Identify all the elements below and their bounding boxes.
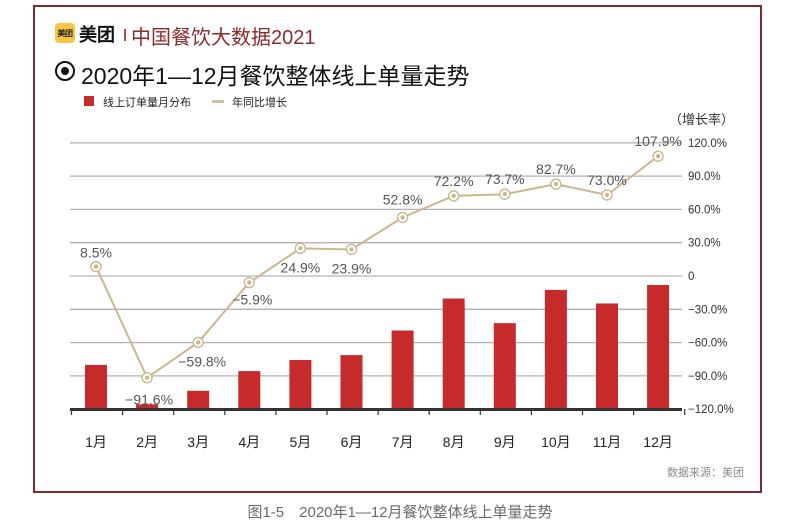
bar-5 (289, 360, 312, 408)
x-tick-label: 5月 (290, 434, 312, 450)
data-label: 82.7% (536, 161, 576, 177)
data-label: 72.2% (434, 173, 474, 189)
bar-9 (493, 323, 516, 408)
growth-marker-dot (93, 264, 99, 269)
legend-label-orders: 线上订单量月分布 (103, 97, 191, 109)
y2-tick-label: −90.0% (688, 371, 727, 383)
bar-12 (647, 285, 670, 408)
header-divider (124, 29, 126, 41)
data-source: 数据来源：美团 (667, 467, 744, 479)
radio-dot-icon (55, 61, 75, 81)
figure-caption: 图1-5 2020年1—12月餐饮整体线上单量走势 (247, 504, 553, 521)
growth-marker-dot (247, 280, 252, 285)
bar-7 (391, 330, 414, 408)
figure-frame (33, 5, 762, 493)
bar-6 (340, 355, 363, 408)
legend-label-growth: 年同比增长 (232, 97, 287, 109)
y2-axis-title: （增长率） (669, 112, 734, 127)
data-label: 23.9% (332, 260, 372, 276)
bar-2 (136, 404, 159, 408)
bar-10 (544, 289, 567, 408)
data-label: 73.7% (485, 171, 525, 187)
growth-marker-dot (502, 191, 507, 197)
bar-3 (187, 390, 210, 408)
x-tick-label: 2月 (136, 434, 158, 450)
data-label: −59.8% (178, 353, 226, 369)
x-tick-label: 4月 (238, 434, 260, 450)
y2-tick-label: −30.0% (688, 304, 727, 316)
x-tick-label: 12月 (643, 434, 673, 450)
y2-tick-label: 60.0% (688, 204, 721, 216)
data-label: −91.6% (125, 392, 173, 408)
growth-marker-dot (400, 215, 405, 220)
chart-title: 2020年1—12月餐饮整体线上单量走势 (81, 63, 470, 89)
x-tick-label: 11月 (593, 434, 622, 450)
growth-marker-dot (604, 192, 610, 198)
y2-tick-label: 0 (688, 271, 694, 283)
data-label: 8.5% (80, 245, 112, 261)
growth-marker-dot (553, 182, 559, 187)
y2-tick-label: −60.0% (688, 338, 727, 350)
data-label: 24.9% (281, 259, 321, 275)
y2-tick-label: 90.0% (688, 171, 721, 183)
growth-marker-dot (144, 375, 150, 380)
y2-tick-label: 30.0% (688, 238, 721, 250)
growth-marker-dot (349, 247, 354, 252)
data-label: 73.0% (587, 172, 627, 188)
growth-marker-dot (196, 340, 201, 345)
data-label: 52.8% (383, 191, 423, 207)
y2-tick-label: −120.0% (688, 404, 734, 416)
data-label: 107.9% (634, 133, 681, 149)
brand-name: 美团 (79, 25, 115, 45)
x-tick-label: 9月 (494, 434, 516, 450)
x-tick-label: 6月 (341, 434, 363, 450)
legend-bar-swatch (84, 96, 94, 106)
series-title: 中国餐饮大数据2021 (131, 27, 316, 49)
bar-4 (238, 371, 261, 408)
growth-line (95, 155, 659, 380)
bar-8 (442, 298, 465, 408)
y2-tick-label: 120.0% (688, 138, 727, 150)
legend-line-swatch (212, 100, 224, 103)
growth-marker-dot (655, 154, 661, 159)
growth-marker-dot (298, 246, 303, 251)
x-tick-label: 10月 (541, 434, 571, 450)
radio-dot-center (61, 67, 69, 75)
x-tick-label: 8月 (443, 434, 465, 450)
x-tick-label: 1月 (85, 434, 107, 450)
x-tick-label: 7月 (392, 434, 414, 450)
x-tick-label: 3月 (187, 434, 209, 450)
meituan-logo-icon: 美团 (55, 23, 75, 43)
growth-marker-dot (451, 193, 456, 199)
bar-11 (596, 303, 618, 408)
bar-1 (85, 364, 107, 408)
data-label: −5.9% (232, 292, 272, 308)
